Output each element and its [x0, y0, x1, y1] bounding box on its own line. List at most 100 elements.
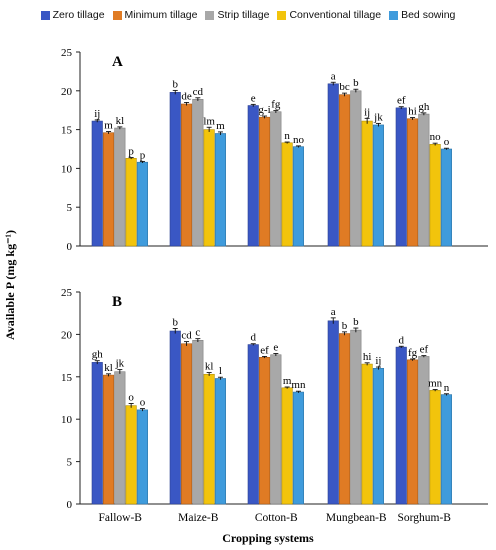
bar: [418, 113, 430, 247]
bar: [91, 120, 103, 247]
data-label: m: [216, 120, 225, 132]
y-axis-label: Available P (mg kg⁻¹): [3, 230, 17, 340]
data-label: ij: [94, 108, 100, 120]
bar: [103, 132, 115, 247]
data-label: g-i: [258, 104, 270, 116]
data-label: e: [251, 92, 256, 104]
bar: [169, 330, 181, 505]
x-tick-label: Cotton-B: [255, 512, 298, 524]
bar: [181, 343, 193, 505]
data-label: a: [331, 306, 336, 318]
bar: [192, 340, 204, 505]
bar: [440, 394, 453, 505]
y-tick-label: 0: [67, 241, 73, 253]
y-tick-label: 5: [67, 457, 73, 469]
data-label: cd: [193, 86, 204, 98]
legend-item-bed-sowing: Bed sowing: [389, 4, 455, 26]
panel-label: A: [112, 54, 123, 70]
data-label: b: [353, 77, 359, 89]
data-label: ef: [420, 344, 429, 356]
legend-item-strip-tillage: Strip tillage: [205, 4, 269, 26]
data-label: m: [283, 375, 292, 387]
legend-label: Minimum tillage: [124, 9, 198, 21]
y-tick-label: 10: [61, 414, 73, 426]
bar: [247, 344, 259, 505]
data-label: d: [251, 332, 257, 344]
data-label: lm: [203, 115, 215, 127]
data-label: b: [353, 316, 359, 328]
bar: [338, 94, 351, 247]
bar: [214, 378, 226, 505]
data-label: ef: [397, 95, 406, 107]
data-label: o: [444, 136, 450, 148]
bar: [181, 103, 193, 247]
data-label: no: [430, 131, 442, 143]
bar: [281, 142, 293, 247]
bar: [114, 371, 126, 505]
data-label: gh: [92, 349, 104, 361]
y-tick-label: 5: [67, 202, 73, 214]
data-label: m: [104, 120, 113, 132]
y-tick-label: 15: [61, 372, 73, 384]
bar: [136, 409, 148, 505]
data-label: ij: [375, 355, 381, 367]
bar: [395, 107, 407, 247]
y-tick-label: 0: [67, 499, 73, 511]
y-tick-label: 10: [61, 163, 73, 175]
x-axis-label: Cropping systems: [222, 531, 314, 545]
bar: [327, 320, 339, 505]
legend-item-zero-tillage: Zero tillage: [40, 4, 105, 26]
bar: [395, 346, 407, 505]
bar: [406, 118, 419, 247]
legend: Zero tillage Minimum tillage Strip tilla…: [0, 4, 496, 26]
data-label: kl: [104, 362, 113, 374]
data-label: e: [273, 341, 278, 353]
data-label: cd: [181, 330, 192, 342]
data-label: l: [219, 365, 222, 377]
data-label: a: [331, 70, 336, 82]
legend-item-minimum-tillage: Minimum tillage: [112, 4, 198, 26]
bar: [292, 391, 305, 505]
bar: [247, 105, 259, 247]
y-tick-label: 20: [61, 86, 73, 98]
bar: [103, 374, 115, 505]
bar: [203, 373, 215, 505]
legend-label: Strip tillage: [217, 9, 270, 21]
bar: [270, 354, 282, 505]
data-label: ef: [260, 344, 269, 356]
bar: [429, 390, 441, 505]
bar: [338, 333, 351, 505]
bar: [361, 363, 373, 505]
data-label: d: [399, 334, 405, 346]
bar: [350, 90, 362, 247]
legend-label: Zero tillage: [52, 9, 105, 21]
bar: [258, 356, 271, 505]
data-label: gh: [418, 101, 430, 113]
bar: [258, 116, 271, 247]
data-label: jk: [115, 358, 125, 370]
data-label: o: [140, 397, 146, 409]
data-label: bc: [339, 81, 350, 93]
y-tick-label: 25: [61, 47, 73, 59]
bar: [192, 99, 204, 247]
x-tick-label: Sorghum-B: [398, 512, 452, 524]
data-label: c: [195, 327, 200, 339]
data-label: de: [181, 90, 192, 102]
bar: [114, 127, 126, 247]
bar: [372, 368, 385, 505]
data-label: p: [140, 149, 146, 161]
bar: [169, 92, 181, 247]
data-label: n: [284, 130, 290, 142]
legend-swatch: [277, 10, 287, 20]
data-label: b: [173, 316, 179, 328]
y-tick-label: 25: [61, 287, 73, 299]
data-label: b: [173, 78, 179, 90]
bar: [91, 362, 103, 505]
data-label: fg: [271, 99, 281, 111]
legend-label: Bed sowing: [401, 9, 456, 21]
data-label: jk: [373, 111, 383, 123]
legend-swatch: [40, 10, 50, 20]
data-label: n: [444, 382, 450, 394]
